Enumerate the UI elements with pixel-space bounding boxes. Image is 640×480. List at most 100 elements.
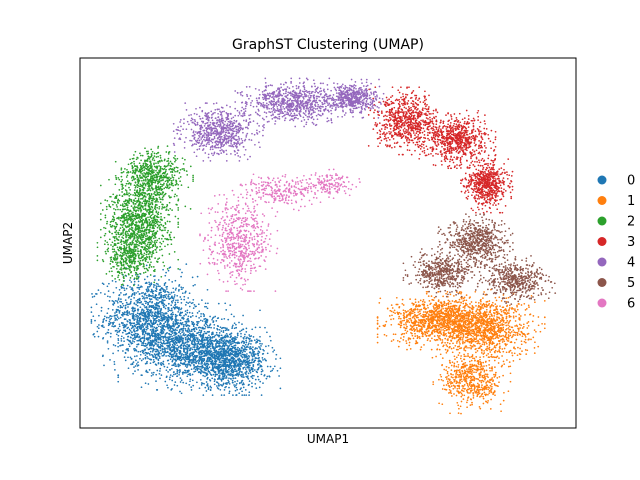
- point-cluster-0: [155, 297, 157, 300]
- point-cluster-0: [235, 362, 238, 364]
- point-cluster-0: [166, 325, 168, 328]
- point-cluster-0: [180, 335, 182, 337]
- point-cluster-1: [398, 305, 401, 308]
- point-cluster-0: [252, 364, 255, 366]
- point-cluster-0: [114, 317, 116, 319]
- point-cluster-0: [157, 302, 160, 305]
- point-cluster-0: [134, 338, 136, 341]
- point-cluster-0: [241, 379, 244, 382]
- point-cluster-0: [154, 315, 157, 318]
- point-cluster-0: [186, 309, 189, 312]
- point-cluster-1: [520, 324, 522, 327]
- point-cluster-0: [114, 280, 117, 283]
- point-cluster-0: [211, 369, 213, 371]
- point-cluster-0: [134, 332, 137, 335]
- point-cluster-0: [196, 312, 199, 314]
- point-cluster-0: [122, 350, 124, 352]
- point-cluster-1: [451, 351, 454, 354]
- point-cluster-0: [205, 390, 208, 392]
- point-cluster-0: [180, 347, 183, 349]
- point-cluster-0: [246, 336, 248, 339]
- point-cluster-0: [253, 339, 256, 342]
- point-cluster-1: [426, 304, 429, 307]
- point-cluster-0: [124, 329, 127, 332]
- point-cluster-0: [130, 322, 132, 325]
- point-cluster-0: [206, 372, 208, 375]
- point-cluster-0: [172, 287, 175, 290]
- point-cluster-0: [234, 350, 237, 353]
- point-cluster-0: [210, 362, 213, 365]
- point-cluster-0: [161, 298, 164, 301]
- point-cluster-0: [185, 347, 187, 350]
- point-cluster-0: [229, 340, 231, 342]
- point-cluster-0: [139, 316, 142, 319]
- point-cluster-0: [117, 349, 120, 352]
- point-cluster-0: [174, 333, 177, 336]
- point-cluster-0: [173, 373, 175, 376]
- point-cluster-0: [190, 342, 193, 345]
- point-cluster-1: [405, 342, 408, 345]
- point-cluster-0: [174, 320, 177, 323]
- point-cluster-0: [236, 342, 239, 345]
- point-cluster-1: [422, 316, 425, 319]
- point-cluster-0: [178, 330, 181, 333]
- point-cluster-0: [205, 305, 208, 308]
- point-cluster-0: [190, 320, 193, 323]
- point-cluster-0: [181, 337, 184, 340]
- point-cluster-0: [120, 340, 123, 342]
- point-cluster-0: [129, 286, 131, 288]
- point-cluster-0: [206, 331, 209, 333]
- point-cluster-1: [459, 322, 461, 325]
- point-cluster-0: [216, 341, 218, 344]
- point-cluster-1: [425, 292, 428, 295]
- point-cluster-0: [197, 342, 200, 344]
- point-cluster-0: [90, 320, 93, 323]
- point-cluster-0: [183, 314, 185, 317]
- point-cluster-1: [462, 302, 465, 305]
- point-cluster-0: [230, 335, 232, 337]
- point-cluster-0: [155, 334, 158, 336]
- point-cluster-0: [211, 394, 214, 396]
- point-cluster-0: [220, 372, 222, 375]
- point-cluster-0: [200, 353, 202, 356]
- point-cluster-0: [103, 317, 106, 320]
- point-cluster-0: [199, 355, 201, 358]
- point-cluster-0: [158, 357, 161, 359]
- point-cluster-1: [441, 315, 444, 318]
- point-cluster-0: [230, 364, 233, 367]
- point-cluster-0: [157, 358, 160, 361]
- point-cluster-0: [197, 303, 200, 306]
- point-cluster-0: [182, 339, 184, 342]
- point-cluster-1: [440, 329, 442, 331]
- point-cluster-0: [226, 347, 229, 350]
- point-cluster-0: [171, 388, 173, 390]
- point-cluster-0: [181, 292, 184, 295]
- point-cluster-0: [210, 326, 212, 329]
- point-cluster-0: [164, 326, 167, 328]
- point-cluster-0: [243, 345, 246, 348]
- point-cluster-1: [445, 304, 448, 307]
- point-cluster-0: [260, 361, 263, 363]
- point-cluster-1: [438, 319, 440, 321]
- point-cluster-0: [158, 293, 160, 296]
- point-cluster-0: [258, 339, 260, 342]
- point-cluster-0: [162, 351, 164, 353]
- point-cluster-0: [142, 341, 144, 344]
- point-cluster-0: [169, 374, 172, 376]
- point-cluster-0: [158, 318, 160, 321]
- point-cluster-0: [148, 369, 151, 371]
- point-cluster-0: [155, 306, 158, 309]
- point-cluster-0: [123, 323, 126, 326]
- point-cluster-0: [138, 298, 140, 301]
- point-cluster-0: [133, 355, 136, 358]
- point-cluster-0: [215, 343, 217, 346]
- point-cluster-1: [449, 293, 452, 296]
- point-cluster-0: [239, 358, 242, 361]
- point-cluster-0: [222, 326, 224, 329]
- point-cluster-0: [244, 363, 246, 365]
- point-cluster-0: [187, 373, 190, 376]
- point-cluster-0: [143, 339, 146, 342]
- point-cluster-0: [207, 388, 210, 391]
- point-cluster-0: [265, 359, 267, 362]
- point-cluster-0: [169, 348, 172, 351]
